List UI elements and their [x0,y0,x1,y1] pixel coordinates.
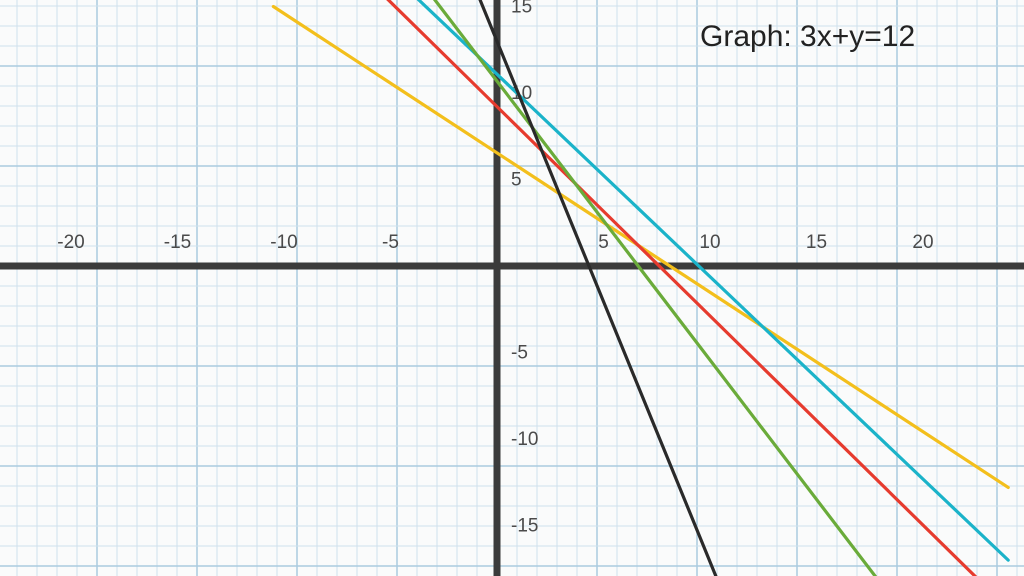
y-tick-label: 15 [511,0,532,18]
y-tick-label: -15 [511,516,538,537]
linear-equations-chart: -20-15-10-55101520-15-10-551015Graph: 3x… [0,0,1024,576]
y-tick-label: -10 [511,429,538,450]
x-tick-label: 20 [912,232,933,253]
x-tick-label: 15 [806,232,827,253]
chart-svg: -20-15-10-55101520-15-10-551015Graph: 3x… [0,0,1024,576]
y-tick-label: 5 [511,170,522,191]
x-tick-label: 10 [699,232,720,253]
x-tick-label: -10 [270,232,297,253]
x-tick-label: 5 [598,232,609,253]
chart-title: Graph: 3x+y=12 [700,20,915,53]
y-tick-label: -5 [511,343,528,364]
x-tick-label: -15 [164,232,191,253]
x-tick-label: -20 [57,232,84,253]
x-tick-label: -5 [382,232,399,253]
